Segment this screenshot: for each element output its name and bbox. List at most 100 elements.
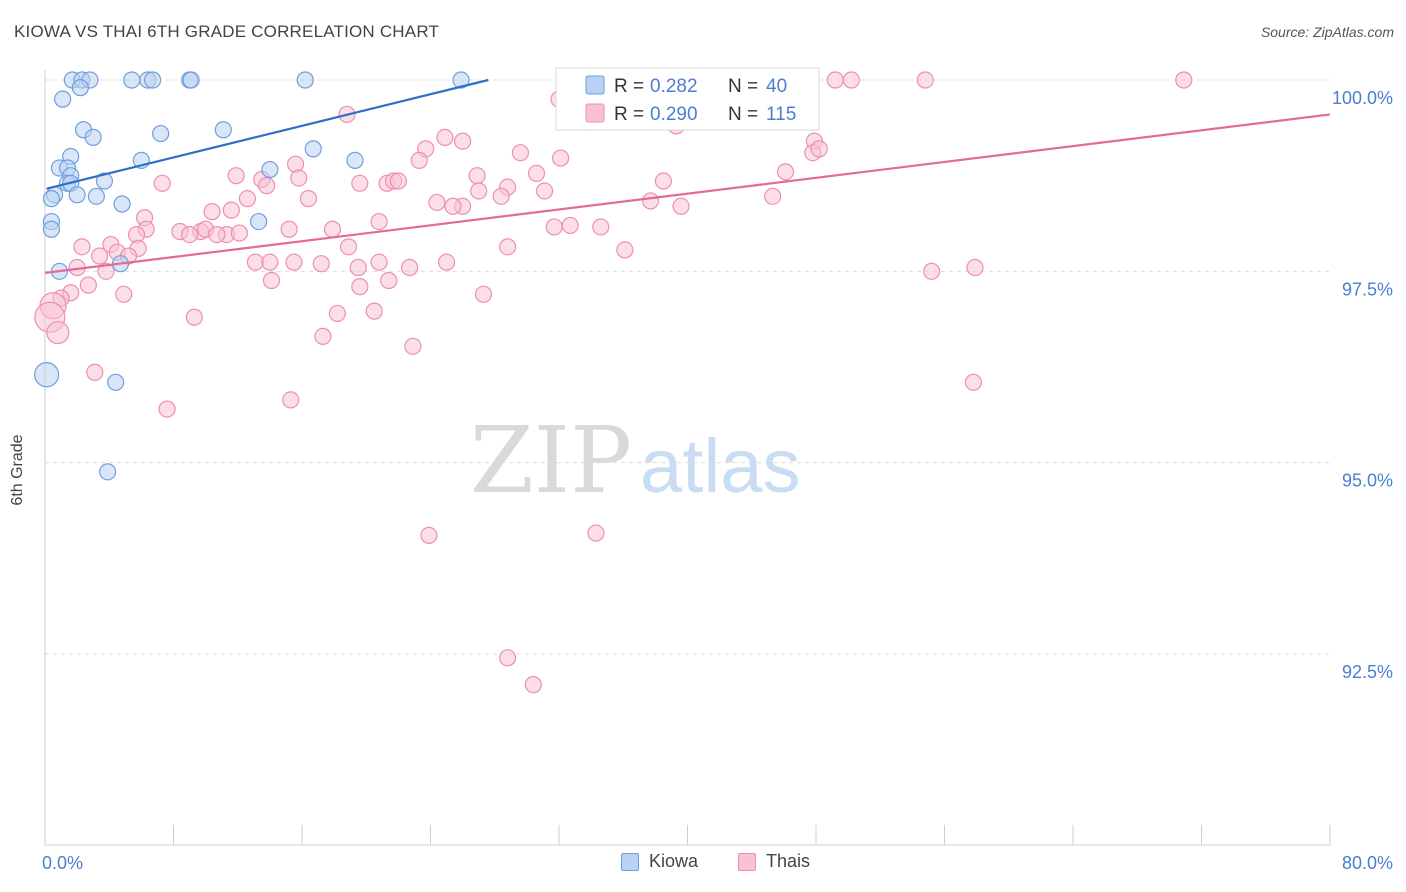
point-thais <box>79 276 97 294</box>
point-thais <box>641 192 660 210</box>
point-kiowa <box>304 140 322 158</box>
bottom-legend: Kiowa Thais <box>0 851 1406 877</box>
point-thais <box>404 337 422 355</box>
point-thais <box>454 132 472 150</box>
trendline-kiowa <box>46 78 489 190</box>
point-thais <box>91 247 109 265</box>
point-thais <box>258 177 276 195</box>
point-kiowa <box>42 190 61 208</box>
point-thais <box>86 363 104 381</box>
point-thais <box>499 649 517 667</box>
point-thais <box>764 187 782 205</box>
trend-layer <box>44 78 1331 274</box>
point-kiowa <box>113 195 131 213</box>
point-thais <box>587 524 605 542</box>
chart-title: KIOWA VS THAI 6TH GRADE CORRELATION CHAR… <box>14 22 440 41</box>
point-thais <box>153 174 171 192</box>
point-thais <box>351 174 369 192</box>
watermark: ZIP atlas <box>470 407 801 514</box>
watermark-zip: ZIP <box>470 407 632 514</box>
point-thais <box>654 172 673 190</box>
point-kiowa <box>452 71 470 89</box>
x-tick-label: 80.0% <box>1342 853 1393 873</box>
point-kiowa <box>84 128 102 146</box>
point-thais <box>552 149 570 167</box>
trendline-thais <box>44 113 1331 274</box>
legend-n-value-thais: 115 <box>766 104 796 125</box>
point-kiowa <box>214 121 232 139</box>
point-thais <box>776 163 795 181</box>
point-kiowa <box>261 160 279 179</box>
point-thais <box>339 238 358 256</box>
point-thais <box>826 71 844 89</box>
point-thais <box>401 258 419 277</box>
legend-n-label-kiowa: N = <box>728 76 758 97</box>
point-thais <box>842 71 860 89</box>
y-tick-label: 95.0% <box>1342 471 1393 491</box>
legend-swatch-thais <box>738 852 756 871</box>
point-thais <box>499 238 517 256</box>
point-kiowa <box>68 186 86 204</box>
point-thais <box>1175 71 1193 89</box>
point-kiowa <box>42 220 61 238</box>
point-thais <box>115 285 133 303</box>
legend-swatch-kiowa <box>585 75 605 95</box>
tick-label-layer: 92.5% 95.0% 97.5% 100.0% 0.0% 80.0% <box>42 88 1393 873</box>
point-thais <box>389 172 407 190</box>
point-thais <box>561 216 579 235</box>
point-thais <box>470 182 488 200</box>
point-thais <box>524 676 542 694</box>
point-kiowa <box>95 172 114 190</box>
point-kiowa <box>54 90 72 108</box>
legend-r-value-thais: 0.290 <box>650 104 698 125</box>
point-kiowa <box>87 187 106 205</box>
correlation-legend: R = 0.282 N = 40 R = 0.290 N = 115 <box>555 67 820 131</box>
watermark-atlas: atlas <box>640 424 801 509</box>
point-thais <box>428 193 446 212</box>
point-thais <box>46 320 70 345</box>
point-thais <box>230 224 248 242</box>
point-thais <box>203 203 221 221</box>
legend-r-label-thais: R = <box>614 104 644 125</box>
point-thais <box>351 278 369 296</box>
point-kiowa <box>182 71 200 89</box>
point-thais <box>964 373 983 391</box>
y-tick-label: 92.5% <box>1342 662 1393 682</box>
legend-item-kiowa[interactable]: Kiowa <box>621 851 698 872</box>
point-thais <box>282 391 300 409</box>
y-tick-label: 100.0% <box>1332 88 1393 108</box>
point-thais <box>616 241 634 259</box>
point-thais <box>468 167 486 185</box>
point-thais <box>246 253 265 271</box>
legend-swatch-thais <box>585 103 605 123</box>
point-thais <box>312 255 330 273</box>
x-tick-label: 0.0% <box>42 853 83 873</box>
legend-label-kiowa: Kiowa <box>649 851 699 871</box>
kiowa-points <box>34 71 470 481</box>
point-kiowa <box>34 362 60 388</box>
point-thais <box>349 258 367 277</box>
legend-n-value-kiowa: 40 <box>766 76 787 97</box>
point-thais <box>365 302 383 320</box>
point-thais <box>323 220 342 238</box>
point-thais <box>97 262 115 280</box>
legend-label-thais: Thais <box>766 851 811 871</box>
point-kiowa <box>346 151 364 169</box>
point-thais <box>527 164 546 182</box>
point-kiowa <box>296 71 314 89</box>
point-thais <box>158 400 176 418</box>
point-thais <box>492 187 510 205</box>
point-thais <box>420 526 438 544</box>
point-thais <box>672 197 690 215</box>
legend-item-thais[interactable]: Thais <box>738 851 810 872</box>
point-thais <box>592 218 610 236</box>
point-thais <box>380 271 398 290</box>
point-kiowa <box>152 124 170 143</box>
point-thais <box>227 167 245 185</box>
point-thais <box>290 169 308 187</box>
point-thais <box>299 190 318 208</box>
grid-layer <box>45 79 1330 655</box>
thais-points <box>34 71 1193 694</box>
legend-n-label-thais: N = <box>728 104 758 125</box>
y-tick-label: 97.5% <box>1342 279 1393 299</box>
